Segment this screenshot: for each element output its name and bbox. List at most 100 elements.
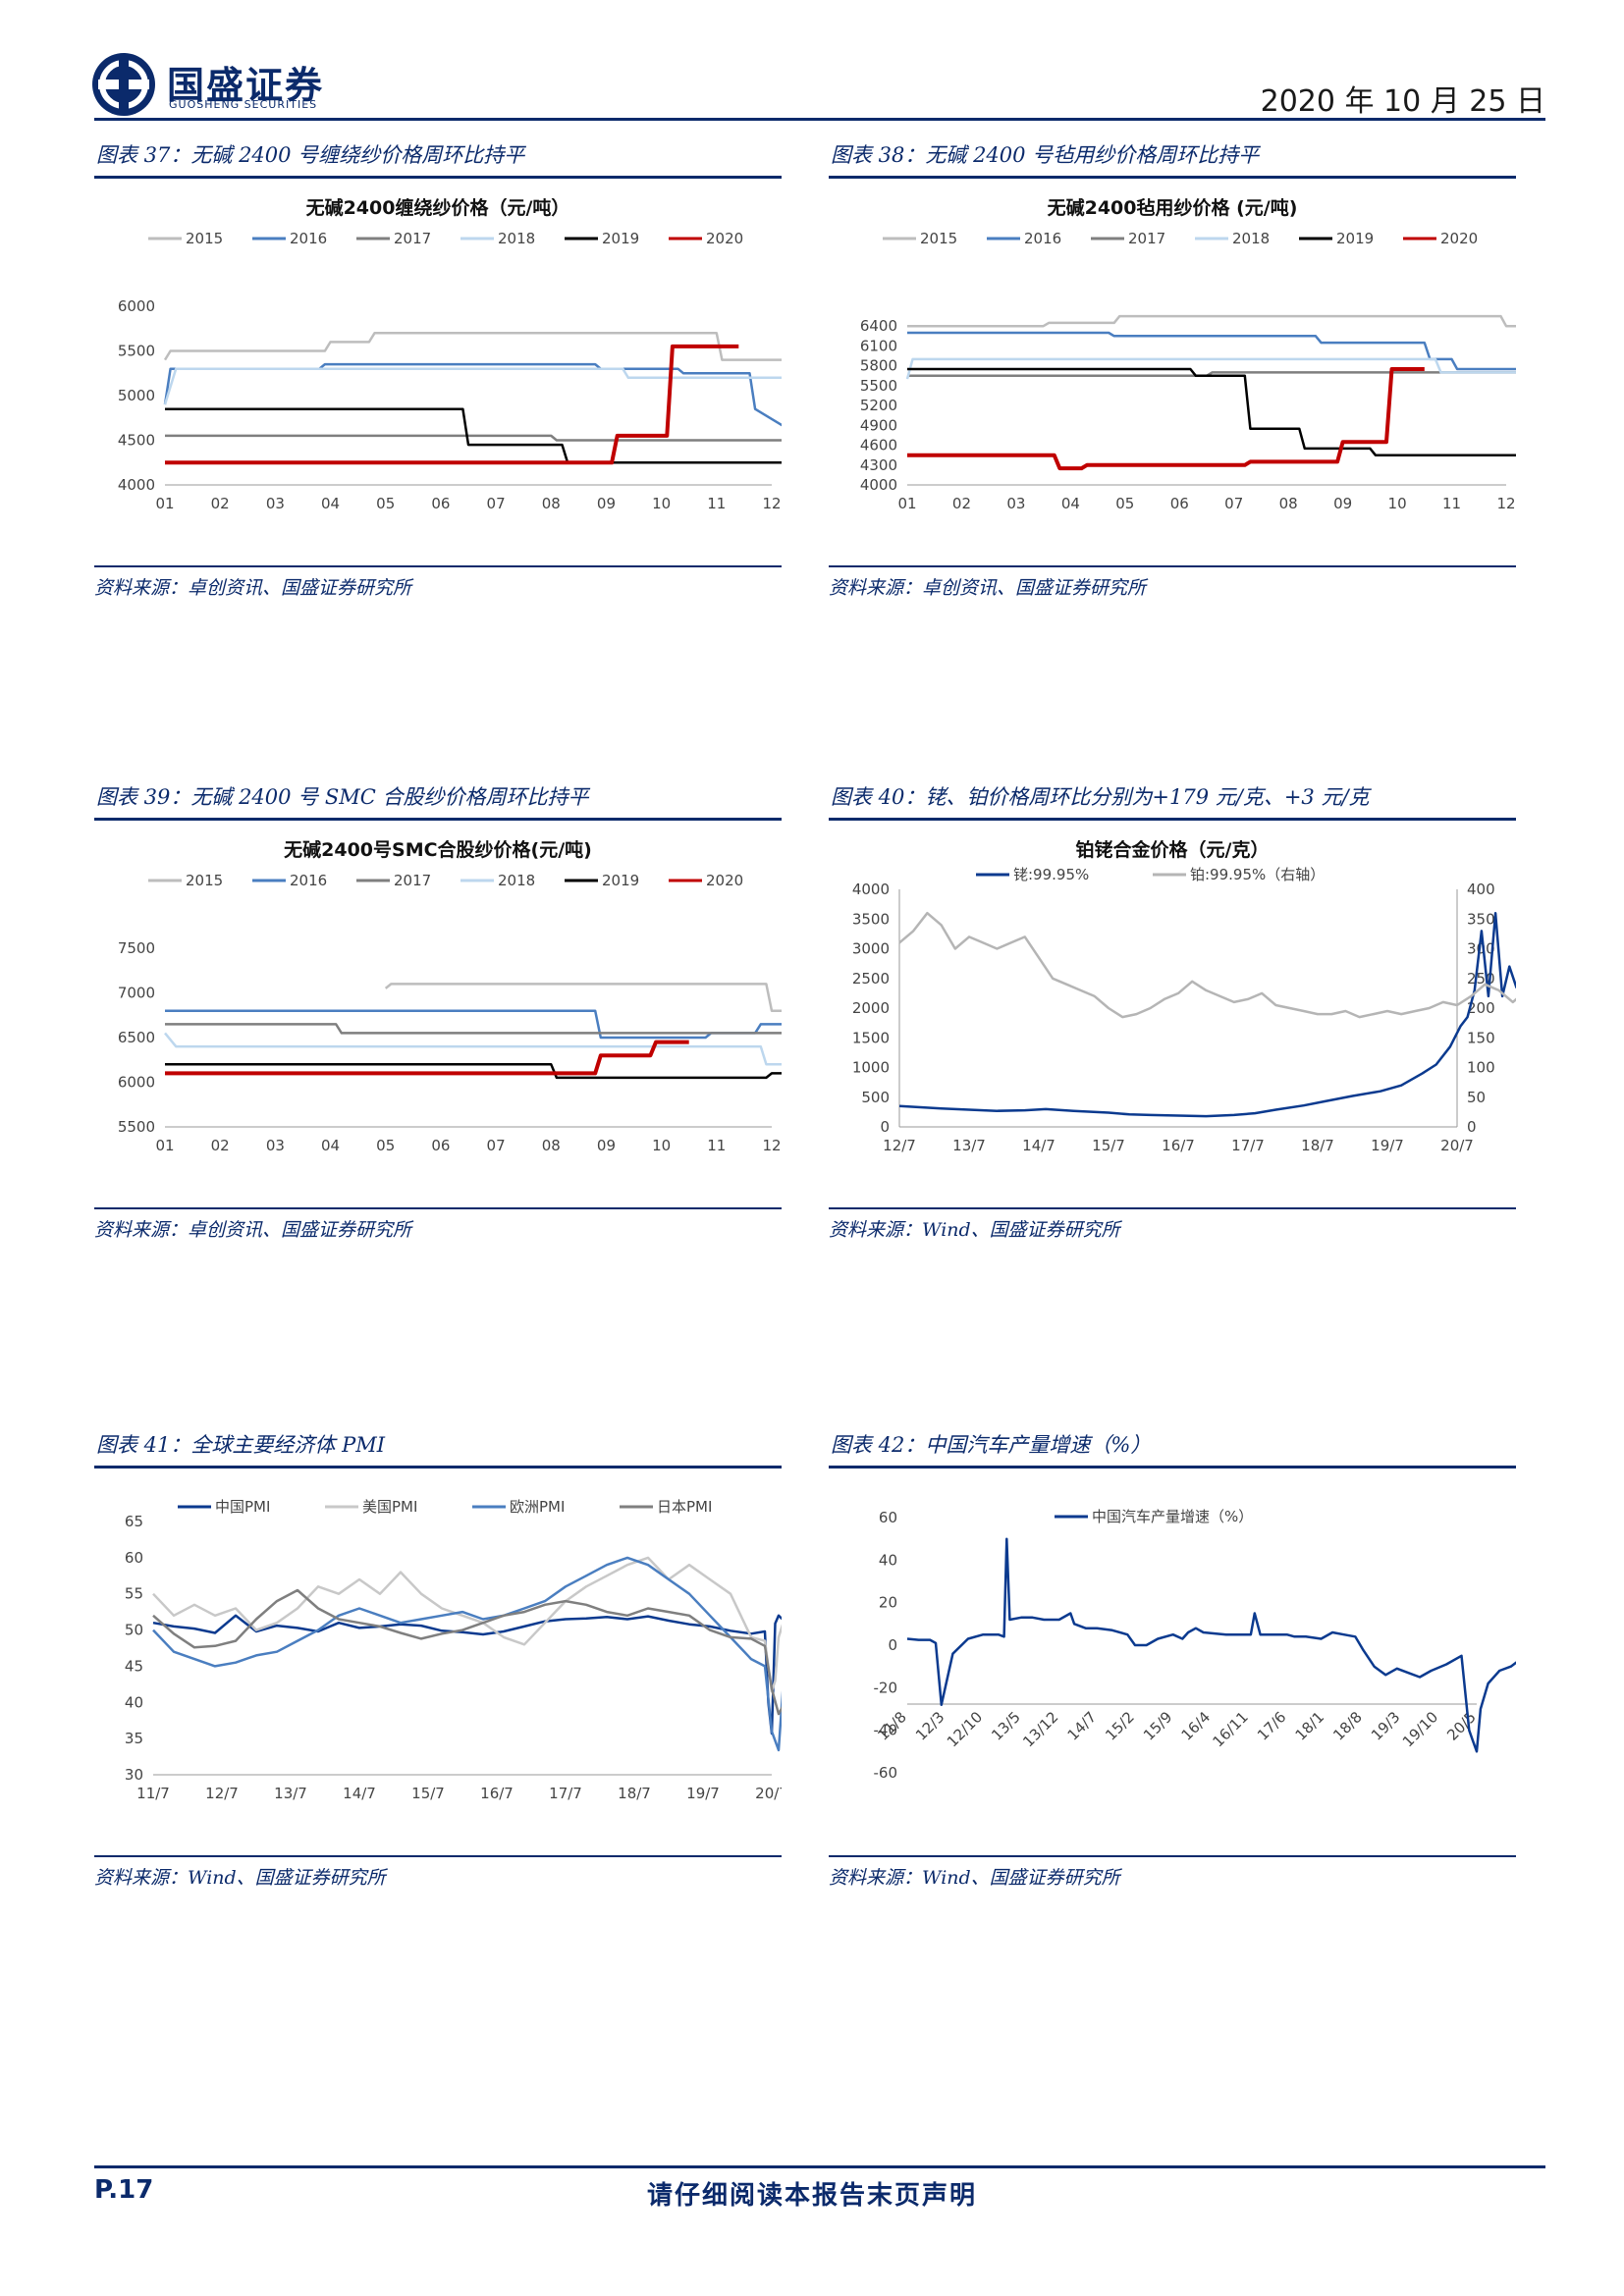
- x-tick-label: 15/7: [411, 1785, 445, 1802]
- y-tick-label: 5500: [118, 1118, 155, 1136]
- chart-global-pmi: 中国PMI 美国PMI 欧洲PMI 日本PMI 30 35 40 45 50 55 60 65 11/7…: [125, 1498, 782, 1802]
- x-tick-label: 02: [211, 495, 230, 512]
- x-tick-label: 11: [1442, 495, 1461, 512]
- y-tick-label: 60: [879, 1509, 897, 1526]
- series-line: [165, 1023, 782, 1035]
- series-line: [163, 367, 782, 405]
- x-tick-label: 09: [597, 1137, 616, 1154]
- legend-label: 2017: [1128, 230, 1165, 247]
- series-line: [164, 1032, 782, 1066]
- figure-label: 图表 39：无碱 2400 号 SMC 合股纱价格周环比持平: [94, 781, 782, 821]
- y-tick-label: 4500: [118, 432, 155, 450]
- panel-41: 图表 41：全球主要经济体 PMI 中国PMI 美国PMI 欧洲PMI 日本PMI 30…: [94, 1429, 782, 1900]
- figure-label: 图表 41：全球主要经济体 PMI: [94, 1429, 782, 1468]
- x-tick-label: 08: [542, 1137, 561, 1154]
- y-tick-label: 30: [125, 1766, 143, 1784]
- page-number: P.17: [94, 2175, 154, 2205]
- y-tick-label: 40: [125, 1693, 143, 1711]
- legend-label: 2017: [394, 230, 431, 247]
- series-line: [165, 434, 782, 442]
- x-tick-label: 05: [376, 1137, 395, 1154]
- y-tick-label: -60: [874, 1764, 898, 1782]
- y-tick-label: 500: [861, 1089, 890, 1106]
- series-line: [905, 357, 1516, 380]
- x-tick-label: 06: [431, 1137, 450, 1154]
- series-line: [907, 314, 1516, 328]
- y-tick-label: 4000: [860, 476, 897, 494]
- y-tick-label: 6000: [118, 297, 155, 315]
- y-tick-label: 45: [125, 1657, 143, 1675]
- y-tick-label: 65: [125, 1513, 143, 1530]
- y-tick-label: 50: [125, 1622, 143, 1639]
- x-tick-label: 15/7: [1092, 1137, 1125, 1154]
- panel-40: 图表 40：铑、铂价格周环比分别为+179 元/克、+3 元/克 铂铑合金价格（…: [829, 781, 1516, 1253]
- y-tick-label: 6100: [860, 337, 897, 354]
- y2-tick-label: 400: [1467, 881, 1495, 898]
- legend-label: 2015: [186, 872, 223, 889]
- report-date: 2020 年 10 月 25 日: [1260, 84, 1545, 119]
- x-tick-label: 16/11: [1210, 1708, 1252, 1750]
- x-tick-label: 15/2: [1102, 1708, 1138, 1744]
- x-tick-label: 11: [707, 1137, 726, 1154]
- series-line: [152, 1556, 782, 1693]
- series-line: [163, 362, 782, 427]
- y-tick-label: 6000: [118, 1074, 155, 1092]
- x-tick-label: 05: [1115, 495, 1134, 512]
- legend-label: 2020: [1440, 230, 1478, 247]
- x-tick-label: 17/6: [1254, 1708, 1290, 1744]
- series-line: [384, 983, 782, 1012]
- y-tick-label: 0: [888, 1636, 897, 1654]
- series-line: [898, 911, 1516, 1019]
- x-tick-label: 10: [652, 1137, 671, 1154]
- legend-label: 铂:99.95%（右轴）: [1190, 866, 1325, 883]
- x-tick-label: 12: [1496, 495, 1515, 512]
- brand-name-en: GUOSHENG SECURITIES: [169, 98, 318, 111]
- y-tick-label: -20: [874, 1679, 898, 1696]
- y-tick-label: 40: [879, 1551, 897, 1569]
- y-tick-label: 35: [125, 1730, 143, 1747]
- x-tick-label: 07: [1224, 495, 1243, 512]
- figure-source: 资料来源：Wind、国盛证券研究所: [829, 1855, 1516, 1889]
- y-tick-label: 6500: [118, 1029, 155, 1046]
- series-line: [165, 1040, 689, 1076]
- x-tick-label: 16/7: [1162, 1137, 1195, 1154]
- y-tick-label: 20: [879, 1594, 897, 1612]
- y-tick-label: 60: [125, 1549, 143, 1567]
- x-tick-label: 12/7: [205, 1785, 239, 1802]
- series-line: [907, 367, 1425, 471]
- y-tick-label: 4900: [860, 416, 897, 434]
- x-tick-label: 06: [431, 495, 450, 512]
- brand-name: 国盛证券: [167, 64, 325, 107]
- legend-label: 2018: [1232, 230, 1270, 247]
- x-tick-label: 12/7: [883, 1137, 916, 1154]
- x-tick-label: 09: [1333, 495, 1352, 512]
- x-tick-label: 19/7: [1371, 1137, 1404, 1154]
- y-tick-label: 4000: [118, 476, 155, 494]
- x-tick-label: 12: [762, 1137, 781, 1154]
- y-tick-label: 2500: [852, 970, 890, 988]
- y-tick-label: 1000: [852, 1059, 890, 1077]
- x-tick-label: 20/7: [1440, 1137, 1474, 1154]
- x-tick-label: 17/7: [549, 1785, 582, 1802]
- figure-source: 资料来源：Wind、国盛证券研究所: [94, 1855, 782, 1889]
- x-tick-label: 16/7: [480, 1785, 514, 1802]
- y2-tick-label: 150: [1467, 1029, 1495, 1046]
- legend-label: 美国PMI: [362, 1498, 417, 1516]
- y-tick-label: -40: [874, 1722, 898, 1739]
- chart-title: 铂铑合金价格（元/克）: [1076, 840, 1270, 861]
- series-line: [165, 344, 739, 465]
- chart-title: 无碱2400毡用纱价格 (元/吨): [1048, 198, 1298, 219]
- y2-tick-label: 300: [1467, 940, 1495, 958]
- x-tick-label: 14/7: [343, 1785, 376, 1802]
- figure-source: 资料来源：卓创资讯、国盛证券研究所: [94, 1207, 782, 1241]
- y-tick-label: 5800: [860, 357, 897, 375]
- panel-39: 图表 39：无碱 2400 号 SMC 合股纱价格周环比持平 无碱2400号SM…: [94, 781, 782, 1253]
- x-tick-label: 15/9: [1140, 1708, 1176, 1744]
- figure-label: 图表 37：无碱 2400 号缠绕纱价格周环比持平: [94, 139, 782, 179]
- x-tick-label: 03: [266, 1137, 285, 1154]
- disclaimer-note: 请仔细阅读本报告末页声明: [646, 2181, 977, 2211]
- x-tick-label: 01: [155, 1137, 174, 1154]
- legend-label: 2017: [394, 872, 431, 889]
- y-tick-label: 5200: [860, 397, 897, 414]
